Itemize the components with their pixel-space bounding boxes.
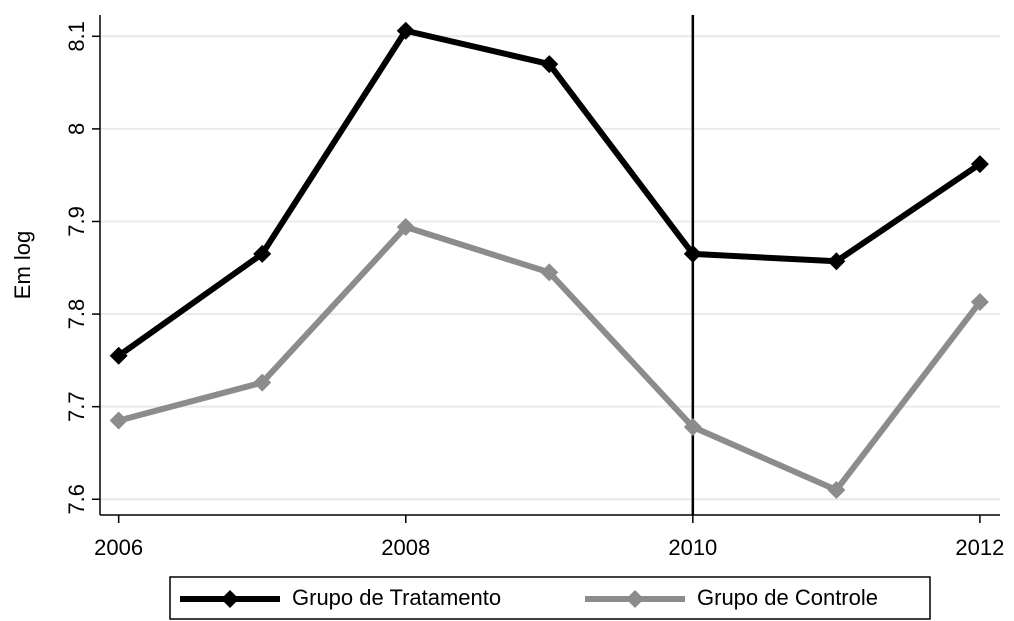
marker — [396, 21, 415, 40]
y-tick-label: 7.6 — [64, 484, 89, 515]
x-tick-label: 2006 — [94, 535, 143, 560]
marker — [253, 244, 272, 263]
marker — [683, 244, 702, 263]
y-tick-label: 8.1 — [64, 21, 89, 52]
marker — [540, 263, 559, 282]
line — [116, 27, 982, 359]
marker — [109, 346, 128, 365]
y-tick-label: 7.8 — [64, 299, 89, 330]
legend-marker — [221, 590, 239, 608]
marker — [109, 411, 128, 430]
marker — [683, 418, 702, 437]
legend-label: Grupo de Tratamento — [292, 585, 501, 610]
y-tick-label: 7.9 — [64, 206, 89, 237]
marker — [970, 155, 989, 174]
marker — [827, 252, 846, 271]
marker — [970, 293, 989, 312]
marker — [396, 218, 415, 237]
legend: Grupo de Tratamento Grupo de Controle — [169, 576, 931, 620]
y-tick-label: 7.7 — [64, 391, 89, 422]
marker — [253, 373, 272, 392]
legend-label: Grupo de Controle — [697, 585, 878, 610]
legend-marker — [626, 590, 644, 608]
y-axis-label: Em log — [10, 231, 35, 299]
y-tick-label: 8 — [64, 123, 89, 135]
legend-box — [169, 576, 931, 620]
x-tick-label: 2010 — [668, 535, 717, 560]
marker — [540, 55, 559, 74]
x-tick-label: 2012 — [955, 535, 1004, 560]
x-tick-label: 2008 — [381, 535, 430, 560]
marker — [827, 481, 846, 499]
